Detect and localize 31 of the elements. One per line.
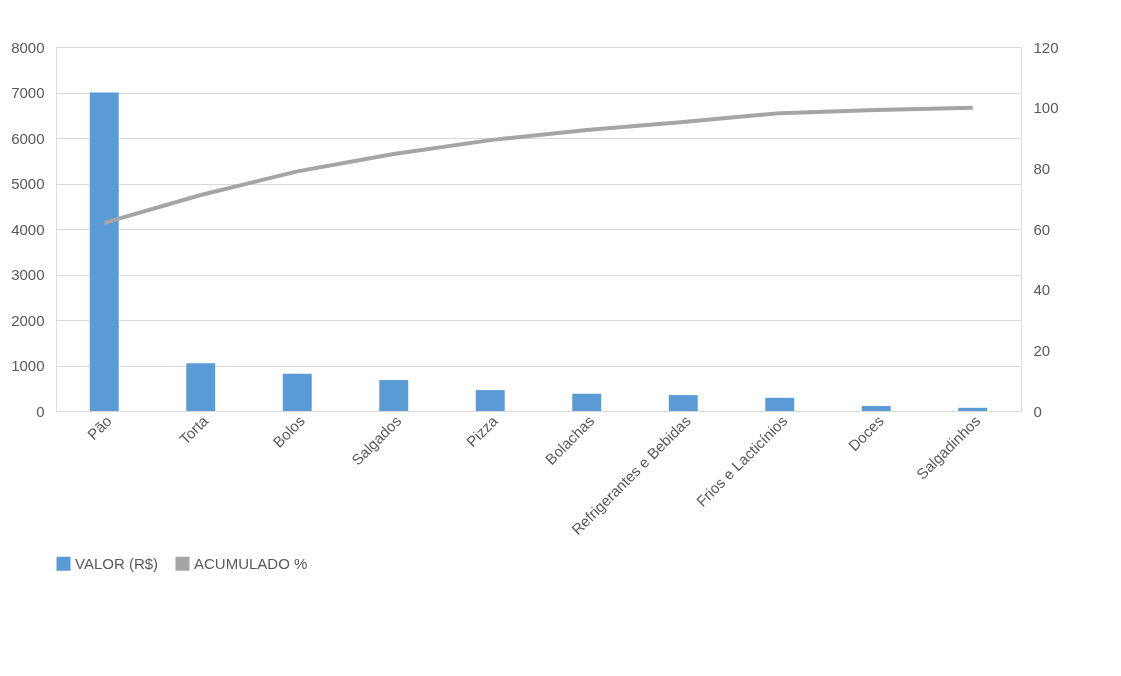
legend-label: VALOR (R$) (75, 554, 159, 572)
y-tick-label: 1000 (11, 357, 45, 374)
y-tick-label: 6000 (11, 129, 45, 147)
y2-tick-label: 60 (1033, 220, 1051, 238)
bar (572, 393, 602, 411)
line-series (102, 105, 975, 225)
y2-tick-label: 120 (1033, 38, 1059, 56)
bar (668, 395, 698, 411)
y2-tick-label: 100 (1033, 99, 1059, 117)
bar (282, 373, 312, 411)
y-tick-label: 7000 (11, 84, 45, 101)
bar (186, 363, 216, 411)
y-tick-label: 2000 (11, 311, 45, 329)
bar (861, 406, 891, 411)
y2-tick-label: 0 (1033, 402, 1042, 420)
y-tick-label: 8000 (11, 38, 45, 56)
bar (379, 380, 409, 411)
y2-tick-label: 80 (1033, 159, 1051, 177)
bar (765, 397, 795, 411)
y2-tick-label: 40 (1033, 281, 1051, 299)
x-tick-label: Torta (175, 411, 212, 448)
legend-label: ACUMULADO % (194, 554, 308, 572)
y-tick-label: 0 (36, 402, 45, 420)
y-tick-label: 4000 (11, 220, 45, 238)
x-tick-label: Pão (83, 412, 115, 443)
bar (475, 390, 505, 411)
bar (89, 92, 119, 411)
bar (958, 407, 988, 411)
y2-tick-label: 20 (1033, 341, 1051, 359)
y-tick-label: 5000 (11, 175, 45, 192)
y-tick-label: 3000 (11, 266, 45, 283)
